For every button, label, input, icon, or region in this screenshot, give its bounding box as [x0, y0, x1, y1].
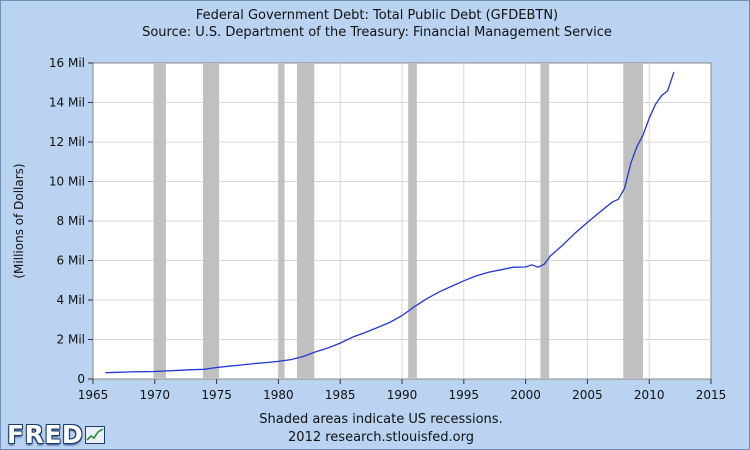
x-tick-label: 2005: [572, 388, 603, 402]
recession-band: [540, 63, 550, 379]
y-tick-label: 14 Mil: [49, 96, 85, 110]
y-tick-label: 0: [77, 372, 85, 386]
chart-title: Federal Government Debt: Total Public De…: [196, 8, 558, 23]
y-tick-label: 6 Mil: [57, 254, 85, 268]
recession-band: [623, 63, 644, 379]
recession-band: [153, 63, 166, 379]
y-tick-label: 12 Mil: [49, 135, 85, 149]
x-tick-label: 1995: [449, 388, 480, 402]
x-tick-label: 1990: [387, 388, 418, 402]
x-tick-label: 1985: [325, 388, 356, 402]
x-tick-label: 2000: [510, 388, 541, 402]
fred-logo[interactable]: FRED: [7, 419, 106, 449]
recession-band: [296, 63, 315, 379]
fred-logo-text: FRED: [7, 419, 84, 449]
y-tick-label: 2 Mil: [57, 333, 85, 347]
series-layer: [105, 71, 675, 374]
x-tick-label: 1975: [201, 388, 232, 402]
y-tick-label: 8 Mil: [57, 214, 85, 228]
x-axis: 1965 1970 1975 1980 1985 1990 1995 2000 2005 2010…: [78, 379, 727, 402]
recession-footnote: Shaded areas indicate US recessions.: [259, 412, 502, 427]
recession-shading: [153, 63, 644, 379]
y-tick-label: 4 Mil: [57, 293, 85, 307]
x-tick-label: 1980: [263, 388, 294, 402]
recession-band: [278, 63, 285, 379]
y-axis: 0 2 Mil 4 Mil 6 Mil 8 Mil 10 Mil 12 Mil 14 Mil 1…: [49, 56, 93, 386]
x-tick-label: 1965: [78, 388, 109, 402]
y-tick-label: 16 Mil: [49, 56, 85, 70]
x-tick-label: 1970: [140, 388, 171, 402]
x-tick-label: 2015: [696, 388, 727, 402]
series-line-gfdebtn: [105, 71, 675, 374]
y-axis-label: (Millions of Dollars): [12, 163, 26, 278]
recession-band: [408, 63, 417, 379]
mini-chart-icon: [85, 426, 106, 444]
recession-band: [203, 63, 220, 379]
source-line: 2012 research.stlouisfed.org: [288, 430, 474, 445]
y-tick-label: 10 Mil: [49, 175, 85, 189]
chart-subtitle: Source: U.S. Department of the Treasury:…: [142, 25, 612, 40]
x-tick-label: 2010: [634, 388, 665, 402]
